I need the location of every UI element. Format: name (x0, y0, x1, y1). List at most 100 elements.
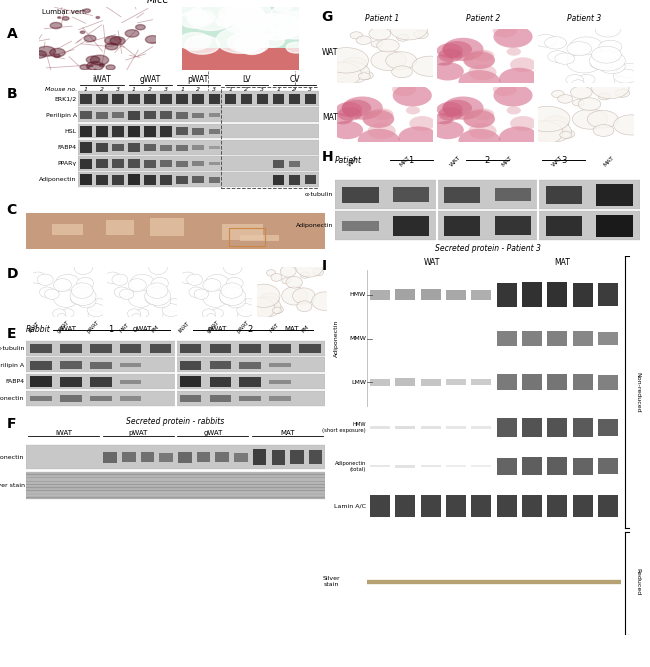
Bar (444, 187, 480, 203)
Circle shape (86, 61, 103, 71)
Text: Patient: Patient (335, 155, 362, 165)
Circle shape (179, 11, 211, 28)
Bar (150, 217, 184, 235)
Text: B: B (6, 87, 17, 101)
Bar (182, 48, 299, 70)
Bar (522, 331, 542, 346)
Circle shape (162, 309, 183, 323)
Bar (209, 377, 231, 387)
Bar (573, 418, 593, 437)
Circle shape (90, 299, 109, 312)
Bar (395, 465, 415, 468)
Circle shape (341, 100, 371, 117)
Bar (239, 344, 261, 353)
Text: 2: 2 (148, 87, 152, 93)
Bar (269, 344, 291, 353)
Circle shape (493, 83, 517, 96)
Bar (96, 175, 108, 185)
Circle shape (94, 69, 96, 71)
Circle shape (286, 42, 306, 53)
Circle shape (300, 272, 309, 278)
Bar (78, 123, 318, 138)
Circle shape (572, 80, 584, 87)
Circle shape (499, 68, 539, 90)
Circle shape (525, 106, 570, 132)
Bar (192, 145, 204, 149)
Circle shape (599, 59, 625, 73)
Text: Caudal vert.: Caudal vert. (220, 9, 263, 15)
Circle shape (110, 37, 125, 45)
Circle shape (231, 14, 251, 25)
Bar (30, 361, 52, 370)
Circle shape (590, 51, 625, 71)
Circle shape (590, 57, 613, 69)
Bar (176, 161, 188, 167)
Bar (144, 111, 156, 119)
Bar (161, 160, 172, 167)
Circle shape (226, 277, 243, 289)
Text: Reduced: Reduced (635, 568, 640, 595)
Bar (497, 331, 517, 346)
Text: pWAT: pWAT (236, 319, 250, 334)
Text: MAT: MAT (268, 322, 280, 334)
Text: 2: 2 (244, 87, 248, 93)
Circle shape (350, 32, 363, 39)
Bar (78, 107, 318, 122)
Bar (26, 213, 325, 249)
Circle shape (89, 65, 93, 67)
Bar (90, 396, 112, 402)
Circle shape (510, 116, 536, 131)
Bar (60, 396, 82, 402)
Bar (272, 175, 284, 185)
Bar (96, 126, 108, 137)
Text: WAT: WAT (449, 155, 462, 168)
Circle shape (88, 309, 108, 323)
Circle shape (463, 110, 495, 128)
Bar (216, 452, 229, 462)
Text: Lamin A/C: Lamin A/C (334, 504, 366, 508)
Bar (257, 94, 268, 104)
Circle shape (220, 287, 246, 305)
Bar (598, 283, 618, 306)
Circle shape (145, 292, 162, 304)
Circle shape (226, 1, 272, 25)
Circle shape (286, 276, 302, 288)
Text: α-tubulin: α-tubulin (0, 346, 25, 351)
Circle shape (237, 309, 257, 323)
Bar (335, 180, 640, 209)
Circle shape (543, 116, 569, 130)
Circle shape (221, 283, 242, 298)
Circle shape (53, 279, 72, 291)
Bar (309, 450, 322, 464)
Bar (342, 221, 378, 231)
Bar (30, 396, 52, 402)
Bar (395, 426, 415, 430)
Bar (120, 344, 142, 353)
Bar (547, 374, 567, 390)
Bar (370, 426, 390, 429)
Circle shape (587, 111, 618, 128)
Circle shape (149, 261, 167, 274)
Bar (497, 495, 517, 517)
Circle shape (53, 309, 66, 318)
Bar (179, 396, 202, 402)
Bar (128, 159, 140, 168)
Text: gWAT: gWAT (206, 319, 220, 334)
Circle shape (434, 113, 454, 124)
Text: 1: 1 (84, 87, 88, 93)
Circle shape (368, 123, 396, 139)
Circle shape (270, 3, 316, 28)
Circle shape (185, 35, 220, 54)
Bar (222, 87, 318, 188)
Bar (269, 380, 291, 384)
Circle shape (32, 51, 46, 58)
Text: PPARγ: PPARγ (58, 161, 77, 166)
Circle shape (437, 43, 463, 58)
Bar (96, 159, 108, 168)
Bar (421, 465, 441, 468)
Text: MAT: MAT (602, 155, 615, 168)
Bar (209, 361, 231, 370)
Bar (547, 331, 567, 346)
Circle shape (58, 17, 60, 19)
Circle shape (174, 1, 201, 16)
